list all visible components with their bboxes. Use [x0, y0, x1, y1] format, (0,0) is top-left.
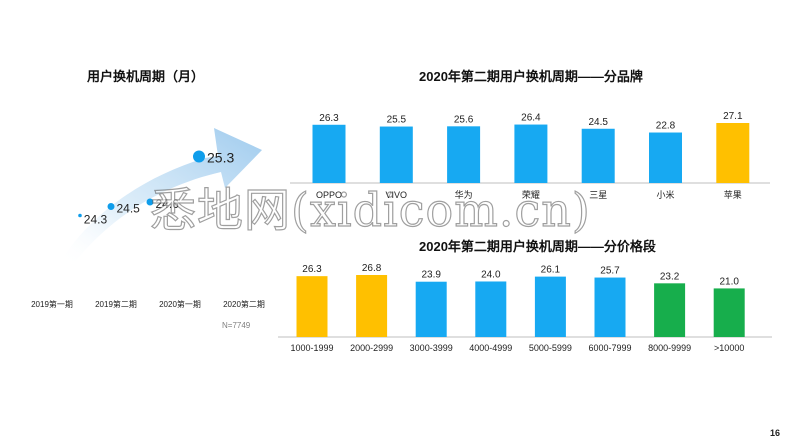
category-label-6: 小米	[656, 189, 674, 200]
bar-3	[415, 281, 447, 337]
bar-3	[447, 126, 481, 183]
bar-7	[654, 283, 686, 337]
bar-value-label-2: 25.5	[387, 115, 407, 126]
trend-value-label-3: 24.6	[156, 197, 180, 211]
bar-6	[649, 132, 682, 183]
category-label-7: 苹果	[724, 189, 742, 200]
bar-value-label-4: 26.4	[521, 113, 541, 124]
category-label-7: 8000-9999	[648, 343, 691, 353]
bar-value-label-7: 23.2	[660, 271, 680, 282]
category-label-4: 荣耀	[522, 189, 540, 200]
category-label-5: 三星	[589, 190, 607, 200]
bar-value-label-4: 24.0	[481, 269, 501, 280]
bar-1	[296, 276, 328, 337]
category-label-1: 1000-1999	[290, 343, 333, 353]
category-label-5: 5000-5999	[529, 343, 572, 353]
category-label-8: >10000	[714, 343, 744, 353]
sample-size-note: N=7749	[222, 321, 251, 330]
category-label-2: VIVO	[386, 190, 408, 200]
bar-8	[713, 288, 745, 337]
bar-value-label-7: 27.1	[723, 111, 743, 122]
bar-value-label-1: 26.3	[319, 113, 339, 124]
bar-5	[581, 128, 615, 183]
bar-value-label-6: 25.7	[600, 266, 620, 277]
bar-value-label-8: 21.0	[719, 276, 739, 287]
category-label-1: OPPO	[316, 190, 342, 200]
bar-value-label-6: 22.8	[656, 121, 676, 132]
bar-value-label-3: 25.6	[454, 114, 474, 125]
page-number: 16	[770, 428, 781, 438]
bar-1	[312, 124, 346, 183]
category-label-6: 6000-7999	[588, 343, 631, 353]
trend-value-label-4: 25.3	[207, 150, 234, 166]
trend-value-label-1: 24.3	[84, 213, 108, 227]
category-label-3: 3000-3999	[410, 343, 453, 353]
trend-point-3	[146, 198, 154, 206]
bar-7	[716, 123, 750, 183]
brand-bar-chart: 26.3 OPPO 25.5 VIVO 25.6 华为 26.4 荣耀 24.5 三星 22.8 小米…	[290, 111, 770, 200]
period-label-4: 2020第二期	[223, 300, 265, 309]
period-label-3: 2020第一期	[159, 300, 201, 309]
left-chart-title: 用户换机周期（月）	[87, 69, 205, 84]
price-bar-chart: 26.3 1000-1999 26.8 2000-2999 23.9 3000-3999 2…	[278, 263, 772, 353]
bar-value-label-5: 26.1	[541, 265, 561, 276]
category-label-4: 4000-4999	[469, 343, 512, 353]
trend-point-1	[78, 213, 82, 218]
bar-value-label-5: 24.5	[588, 117, 608, 128]
category-label-3: 华为	[455, 189, 473, 200]
bar-value-label-3: 23.9	[421, 270, 441, 281]
trend-value-label-2: 24.5	[117, 202, 141, 216]
bar-value-label-1: 26.3	[302, 264, 322, 275]
bar-2	[379, 126, 413, 183]
bar-value-label-2: 26.8	[362, 263, 382, 274]
trend-point-2	[107, 203, 115, 210]
price-chart-title: 2020年第二期用户换机周期——分价格段	[419, 239, 656, 254]
trend-point-4	[193, 150, 205, 163]
bar-5	[534, 276, 566, 337]
bar-4	[514, 124, 548, 183]
bar-4	[475, 281, 507, 337]
category-label-2: 2000-2999	[350, 343, 393, 353]
brand-chart-title: 2020年第二期用户换机周期——分品牌	[419, 69, 643, 84]
bar-2	[356, 275, 388, 337]
period-label-1: 2019第一期	[31, 300, 73, 309]
period-label-2: 2019第二期	[95, 300, 137, 309]
bar-6	[594, 277, 626, 337]
trend-arrow-shape	[60, 128, 262, 262]
